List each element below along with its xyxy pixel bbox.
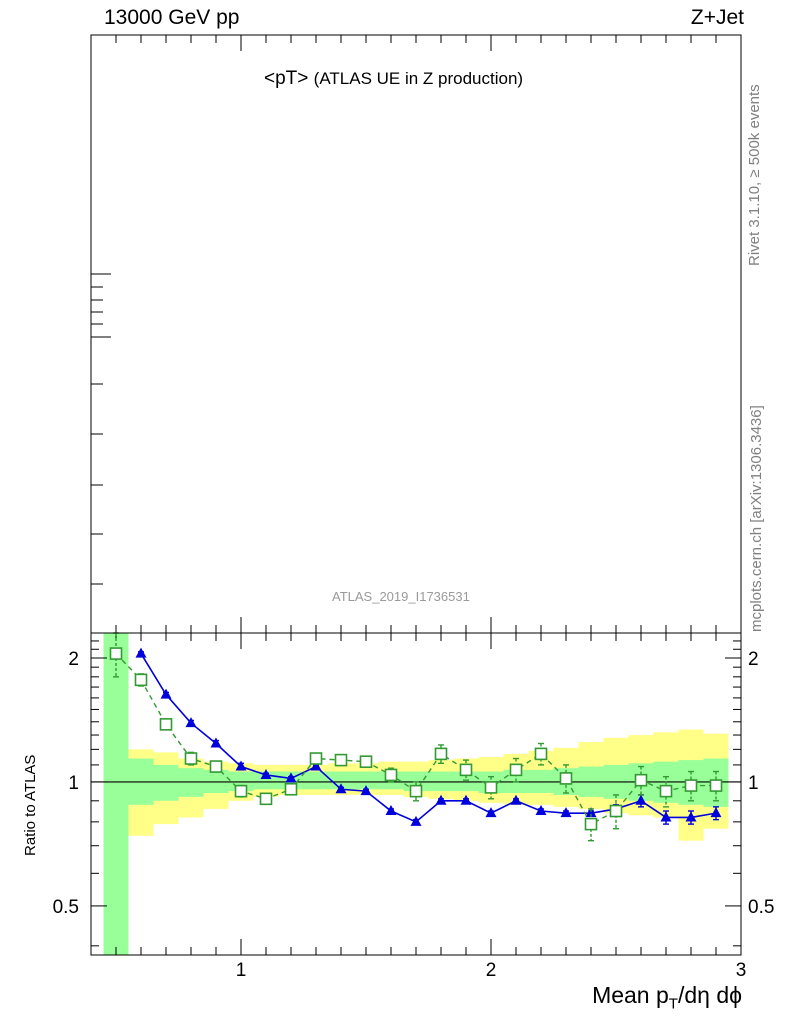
upper-y-axis-ticks	[91, 35, 717, 633]
y-tick-label-right: 1	[748, 773, 759, 794]
data-point-square	[509, 763, 523, 777]
data-point-square	[284, 782, 298, 796]
x-tick-label: 3	[736, 960, 747, 981]
ratio-plot-frame	[90, 632, 742, 956]
data-point-square	[209, 760, 223, 773]
band-inner-bin	[303, 771, 329, 790]
data-point-square	[584, 817, 598, 831]
upper-plot-frame	[90, 34, 742, 634]
data-point-square	[684, 779, 698, 792]
data-point-triangle	[260, 768, 272, 779]
ratio-axis-ticks	[91, 633, 741, 955]
energy-label: 13000 GeV pp	[104, 6, 240, 29]
y-tick-label-right: 0.5	[748, 897, 774, 918]
x-axis-label-rest: /dη dϕ	[677, 982, 742, 1008]
y-tick-label-left: 0.5	[53, 897, 79, 918]
data-point-triangle	[335, 783, 347, 794]
band-inner-bin	[328, 771, 354, 790]
data-point-square	[709, 779, 723, 792]
data-point-triangle	[310, 760, 322, 771]
data-point-triangle	[460, 794, 472, 805]
mcplots-label: mcplots.cern.ch [arXiv:1306.3436]	[748, 405, 765, 632]
data-point-triangle	[135, 647, 147, 658]
y-axis-label: Ratio to ATLAS	[22, 754, 39, 856]
data-point-square	[434, 747, 448, 761]
plot-title: <pT> (ATLAS UE in Z production)	[264, 68, 523, 90]
data-point-square	[534, 747, 548, 761]
data-point-triangle	[660, 811, 672, 822]
data-point-square	[234, 784, 248, 798]
plot-title-main: <pT>	[264, 68, 309, 89]
y-tick-label-left: 1	[68, 773, 79, 794]
data-point-triangle	[160, 688, 172, 699]
data-point-square	[134, 673, 148, 687]
data-point-triangle	[235, 760, 247, 771]
data-point-triangle	[685, 811, 697, 822]
data-point-triangle	[535, 805, 547, 816]
x-tick-label: 1	[236, 960, 247, 981]
data-point-triangle	[410, 815, 422, 826]
plot-title-sub: (ATLAS UE in Z production)	[313, 69, 524, 88]
ratio-series	[109, 632, 723, 842]
band-inner-bin	[428, 771, 454, 792]
analysis-id: ATLAS_2019_I1736531	[332, 589, 470, 604]
band-inner-bin	[453, 771, 479, 792]
data-point-triangle	[285, 772, 297, 783]
data-point-triangle	[210, 737, 222, 748]
data-point-square	[459, 763, 473, 777]
data-point-square	[609, 804, 623, 818]
tick-labels: 1 2 3 0.5 0.5 1 1 2 2	[53, 649, 775, 981]
data-point-square	[259, 792, 273, 806]
data-point-triangle	[560, 807, 572, 818]
data-point-square	[634, 773, 648, 787]
rivet-version-label: Rivet 3.1.10, ≥ 500k events	[746, 84, 763, 266]
band-inner-bin	[103, 633, 129, 955]
data-point-square	[559, 772, 573, 785]
data-point-triangle	[185, 717, 197, 728]
x-axis-label-sub: T	[668, 995, 678, 1013]
data-point-triangle	[635, 794, 647, 805]
data-point-square	[659, 784, 673, 798]
x-axis-label-main: Mean p	[592, 982, 669, 1008]
data-point-square	[359, 755, 373, 768]
x-tick-label: 2	[486, 960, 497, 981]
data-point-triangle	[510, 794, 522, 805]
data-point-square	[384, 768, 398, 782]
data-point-square	[184, 752, 198, 765]
data-point-square	[309, 752, 323, 765]
process-label: Z+Jet	[690, 6, 744, 29]
data-point-square	[484, 781, 498, 794]
data-point-triangle	[360, 785, 372, 796]
data-point-triangle	[385, 805, 397, 816]
x-axis-label: Mean pT/dη dϕ	[592, 982, 742, 1013]
y-tick-label-right: 2	[748, 649, 759, 670]
data-point-square	[409, 784, 423, 798]
data-point-square	[159, 718, 173, 731]
data-point-triangle	[485, 807, 497, 818]
data-point-triangle	[435, 794, 447, 805]
data-point-square	[109, 647, 123, 660]
data-point-triangle	[710, 807, 722, 818]
data-point-square	[334, 753, 348, 767]
band-inner-bin	[153, 764, 179, 801]
data-point-triangle	[585, 807, 597, 818]
y-tick-label-left: 2	[68, 649, 79, 670]
band-inner-bin	[353, 771, 379, 790]
